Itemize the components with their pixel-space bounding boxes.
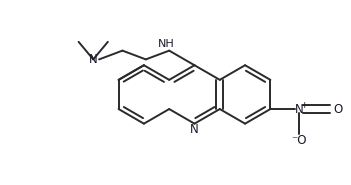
Text: ⁻O: ⁻O <box>291 134 307 147</box>
Text: O: O <box>333 102 343 116</box>
Text: NH: NH <box>158 39 175 49</box>
Text: N: N <box>295 102 304 116</box>
Text: N: N <box>190 122 199 136</box>
Text: +: + <box>300 101 308 110</box>
Text: N: N <box>89 53 98 66</box>
